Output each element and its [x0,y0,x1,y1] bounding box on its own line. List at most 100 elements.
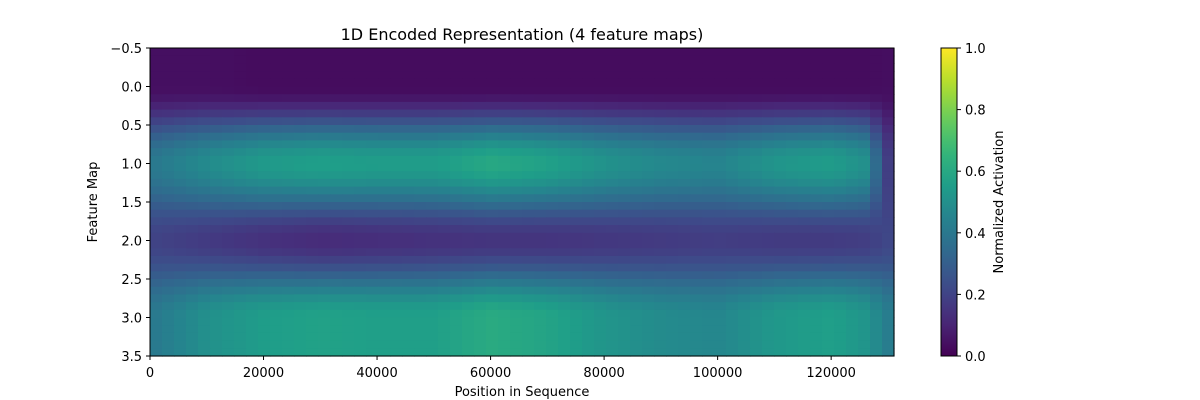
heatmap-cell [738,140,751,149]
heatmap-cell [846,86,859,95]
heatmap-cell [606,71,619,80]
heatmap-cell [414,117,427,126]
heatmap-cell [426,125,439,134]
heatmap-cell [342,209,355,218]
heatmap-cell [618,140,631,149]
heatmap-cell [414,78,427,88]
heatmap-cell [678,348,691,357]
heatmap-cell [462,225,475,234]
heatmap-cell [330,148,343,157]
heatmap-cell [522,109,535,118]
heatmap-cell [702,48,715,57]
heatmap-cell [318,279,331,288]
heatmap-cell [714,186,727,195]
heatmap-cell [186,178,199,188]
heatmap-cell [270,202,283,211]
heatmap-cell [882,309,895,319]
heatmap-cell [606,248,619,257]
heatmap-cell [186,101,199,111]
heatmap-cell [594,209,607,218]
heatmap-cell [786,248,799,257]
heatmap-cell [798,255,811,265]
heatmap-cell [870,348,883,357]
heatmap-cell [522,217,535,226]
heatmap-cell [654,348,667,357]
heatmap-cell [354,109,367,118]
x-tick-label: 0 [146,366,154,381]
heatmap-cell [318,194,331,203]
heatmap-cell [426,94,439,103]
heatmap-cell [582,302,595,311]
heatmap-cell [738,248,751,257]
heatmap-cell [402,194,415,203]
heatmap-cell [750,78,763,88]
heatmap-cell [738,109,751,118]
heatmap-cell [342,332,355,342]
heatmap-cell [618,194,631,203]
heatmap-cell [774,163,787,172]
heatmap-cell [366,101,379,111]
heatmap-cell [882,325,895,334]
heatmap-cell [318,71,331,80]
heatmap-cell [486,125,499,134]
heatmap-cell [666,55,679,64]
heatmap-cell [642,171,655,180]
heatmap-cell [150,63,163,72]
heatmap-cell [474,132,487,141]
heatmap-cell [318,340,331,349]
heatmap-cell [582,332,595,342]
heatmap-cell [414,217,427,226]
heatmap-cell [702,140,715,149]
heatmap-cell [606,325,619,334]
heatmap-cell [846,286,859,295]
heatmap-cell [510,94,523,103]
heatmap-cell [282,194,295,203]
heatmap-cell [546,171,559,180]
heatmap-cell [462,155,475,165]
heatmap-cell [282,279,295,288]
heatmap-cell [570,140,583,149]
heatmap-cell [366,163,379,172]
heatmap-cell [714,217,727,226]
heatmap-cell [150,48,163,57]
heatmap-cell [654,271,667,280]
heatmap-cell [666,271,679,280]
heatmap-cell [558,248,571,257]
heatmap-cell [654,225,667,234]
heatmap-cell [306,140,319,149]
heatmap-cell [774,55,787,64]
heatmap-cell [858,163,871,172]
heatmap-cell [234,71,247,80]
heatmap-cell [618,309,631,319]
heatmap-cell [198,109,211,118]
heatmap-cell [606,117,619,126]
heatmap-cell [462,263,475,272]
heatmap-cell [462,63,475,72]
heatmap-cell [822,302,835,311]
heatmap-cell [846,71,859,80]
heatmap-cell [414,294,427,303]
heatmap-cell [522,332,535,342]
heatmap-cell [318,286,331,295]
heatmap-cell [342,63,355,72]
heatmap-cell [402,217,415,226]
heatmap-cell [798,140,811,149]
heatmap-cell [750,263,763,272]
heatmap-cell [786,309,799,319]
heatmap-cell [822,217,835,226]
heatmap-cell [822,48,835,57]
heatmap-cell [390,55,403,64]
heatmap-cell [222,302,235,311]
heatmap-cell [858,194,871,203]
heatmap-cell [354,286,367,295]
heatmap-cell [534,125,547,134]
heatmap-cell [642,86,655,95]
heatmap-cell [198,232,211,242]
heatmap-cell [738,178,751,188]
heatmap-cell [210,302,223,311]
heatmap-cell [306,294,319,303]
heatmap-cell [378,171,391,180]
heatmap-cell [342,348,355,357]
heatmap-cell [162,286,175,295]
heatmap-cell [474,325,487,334]
